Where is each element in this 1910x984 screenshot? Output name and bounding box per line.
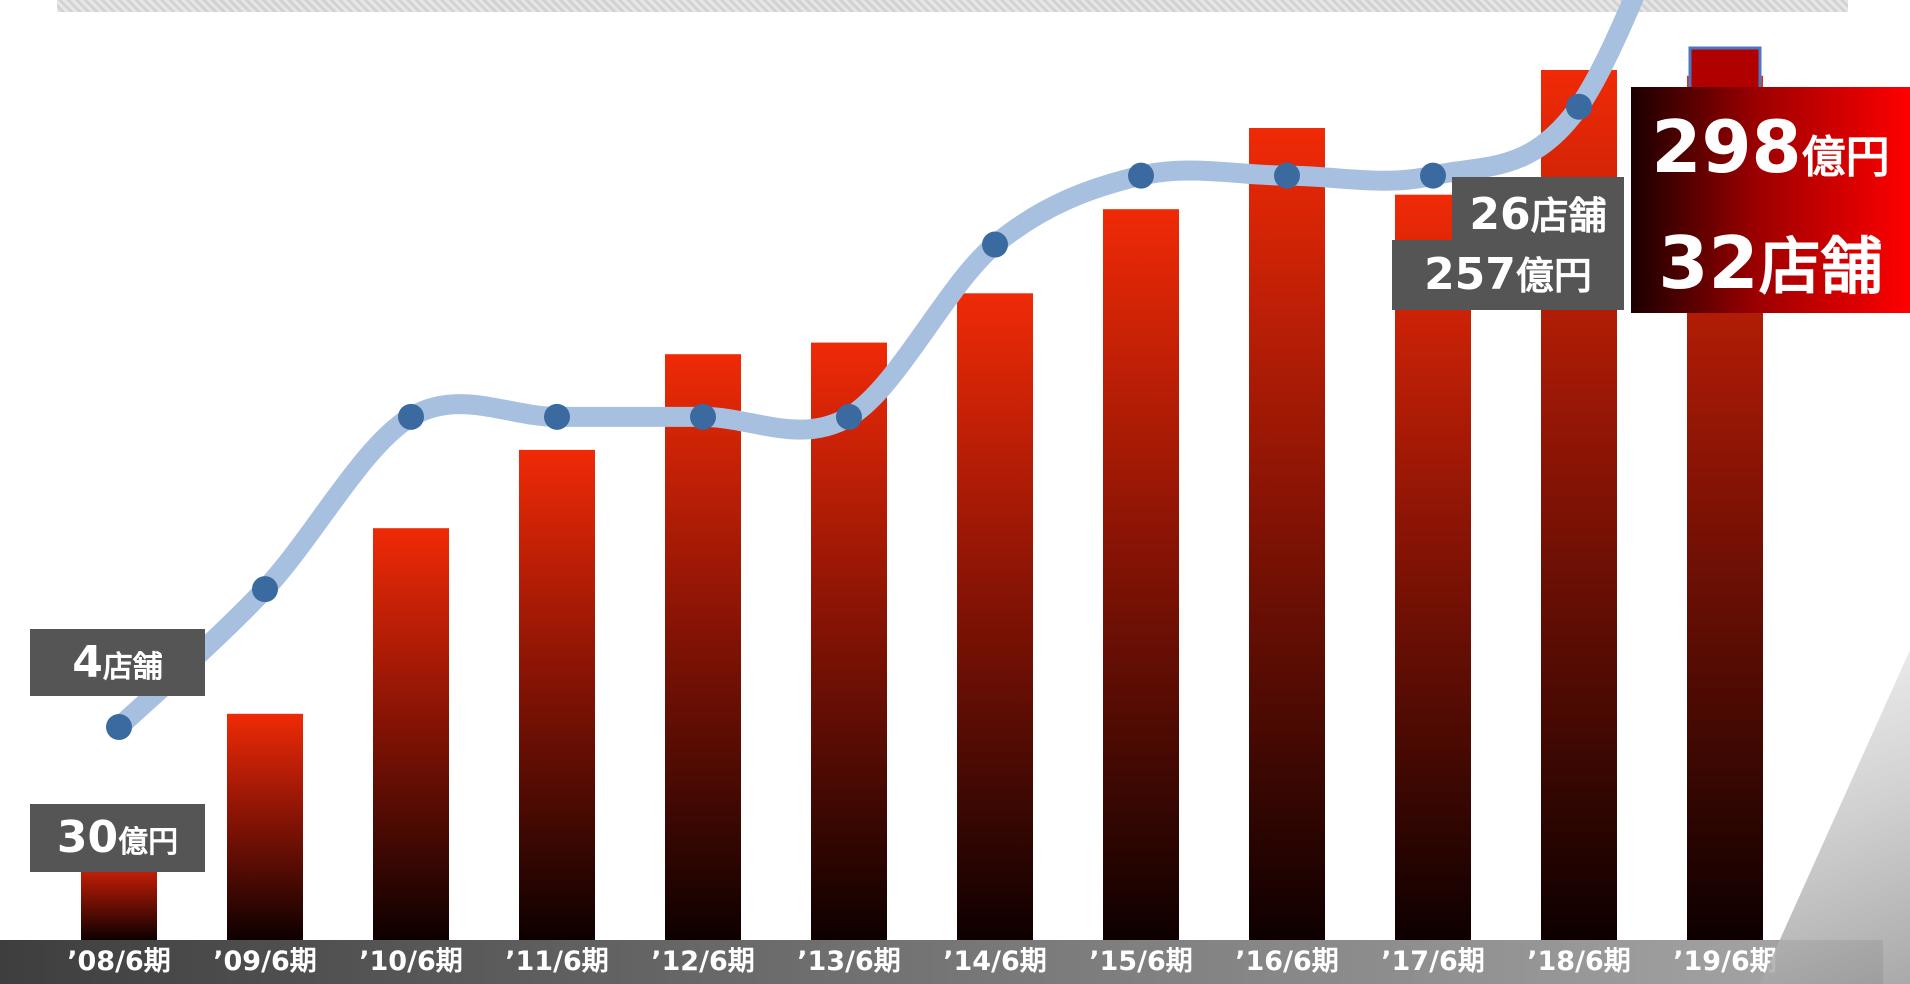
prev-stores-unit: 店舗 [1530, 194, 1607, 238]
stores-line [109, 0, 1644, 737]
sales-bar-2 [373, 528, 449, 940]
x-tick-label: ’16/6期 [1235, 946, 1339, 977]
sales-bar-7 [1103, 209, 1179, 940]
sales-bar-9 [1395, 194, 1471, 940]
sales-bar-3 [519, 449, 595, 940]
x-tick-label: ’14/6期 [943, 946, 1047, 977]
sales-bar-1 [227, 713, 303, 940]
latest-sales-value: 298 [1651, 105, 1802, 189]
latest-highlight-callout: 298億円 32店舗 [1631, 87, 1910, 313]
stores-point-2 [398, 403, 424, 430]
x-tick-label: ’08/6期 [67, 946, 171, 977]
x-tick-label: ’19/6期 [1673, 946, 1777, 977]
stores-point-0 [106, 714, 132, 740]
latest-sales-unit: 億円 [1801, 132, 1890, 183]
start-stores-callout: 4店舗 [30, 629, 205, 696]
x-tick-label: ’09/6期 [213, 946, 317, 977]
sales-bar-5 [811, 342, 887, 941]
latest-sales-row: 298億円 [1631, 97, 1910, 217]
start-stores-value: 4 [72, 637, 103, 688]
latest-bar-cap [1688, 46, 1762, 96]
x-tick-label: ’12/6期 [651, 946, 755, 977]
start-stores-unit: 店舗 [102, 650, 163, 685]
sales-bar-8 [1249, 128, 1325, 940]
stores-point-10 [1566, 93, 1592, 120]
prev-sales-callout: 257億円 [1392, 240, 1624, 310]
x-tick-label: ’10/6期 [359, 946, 463, 977]
stores-point-7 [1128, 162, 1154, 189]
prev-stores-value: 26 [1469, 189, 1531, 240]
x-tick-label: ’11/6期 [505, 946, 609, 977]
start-sales-callout: 30億円 [30, 804, 205, 872]
sales-bar-6 [957, 293, 1033, 940]
start-sales-unit: 億円 [118, 825, 179, 860]
stores-point-8 [1274, 162, 1300, 189]
prev-sales-unit: 億円 [1515, 254, 1592, 298]
x-tick-label: ’15/6期 [1089, 946, 1193, 977]
stores-point-5 [836, 403, 862, 430]
stores-point-3 [544, 403, 570, 430]
sales-bar-4 [665, 354, 741, 940]
latest-stores-value: 32 [1658, 221, 1759, 305]
x-tick-label: ’13/6期 [797, 946, 901, 977]
latest-stores-row: 32店舗 [1631, 213, 1910, 333]
start-sales-value: 30 [56, 812, 119, 863]
stores-point-4 [690, 403, 716, 430]
stores-point-1 [252, 576, 278, 603]
latest-stores-unit: 店舗 [1758, 230, 1883, 303]
x-tick-label: ’18/6期 [1527, 946, 1631, 977]
prev-sales-value: 257 [1424, 249, 1516, 300]
x-tick-label: ’17/6期 [1381, 946, 1485, 977]
top-decorative-strip [57, 0, 1848, 12]
x-axis-band [0, 940, 1883, 984]
stores-point-6 [982, 231, 1008, 258]
stores-point-9 [1420, 162, 1446, 189]
